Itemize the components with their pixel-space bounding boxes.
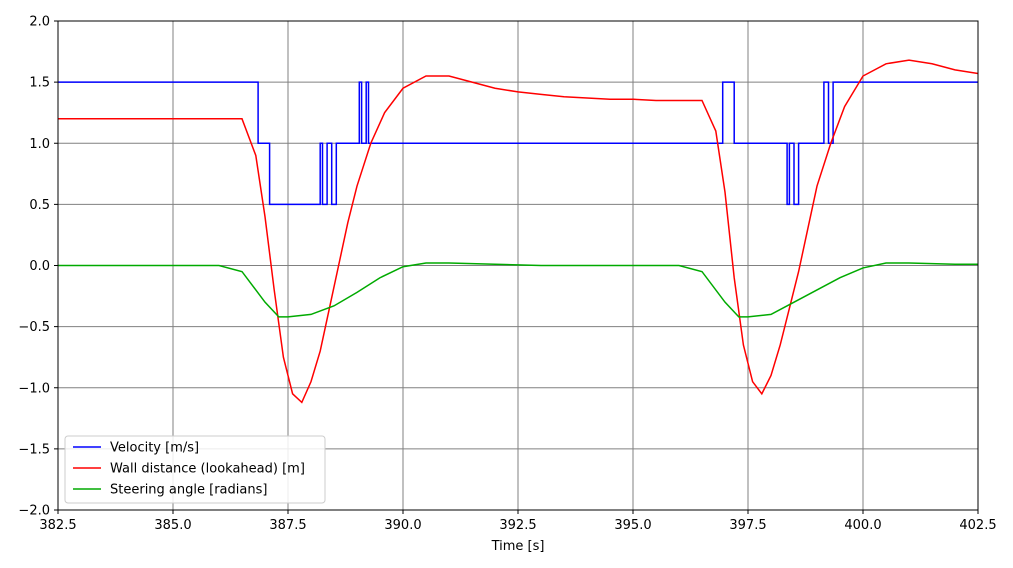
legend-label: Velocity [m/s] [110,441,199,456]
series-line-steering-angle-radians [58,262,978,318]
plot-area [58,59,978,404]
x-tick-label: 392.5 [499,518,536,533]
legend: Velocity [m/s] Wall distance (lookahead) … [64,435,326,504]
y-tick-label: 0.0 [29,259,50,274]
y-tick-label: 1.5 [29,76,50,91]
legend-box [64,435,326,504]
y-tick-label: 0.5 [29,198,50,213]
y-tick-label: 2.0 [29,15,50,30]
x-tick-label: 385.0 [154,518,191,533]
x-axis-label: Time [s] [491,539,545,554]
x-tick-label: 382.5 [39,518,76,533]
x-tick-label: 402.5 [959,518,996,533]
x-tick-label: 390.0 [384,518,421,533]
x-tick-label: 400.0 [844,518,881,533]
y-tick-label: −1.0 [18,381,50,396]
legend-label: Wall distance (lookahead) [m] [110,462,305,477]
y-tick-label: −2.0 [18,504,50,519]
axis-ticks: 382.5 385.0 387.5 390.0 392.5 395.0 397.5 400.0… [18,15,996,534]
series-line-wall-distance-lookahead-m [58,59,978,404]
y-tick-label: −0.5 [18,320,50,335]
x-tick-label: 387.5 [269,518,306,533]
x-tick-label: 397.5 [729,518,766,533]
legend-label: Steering angle [radians] [110,483,267,498]
y-tick-label: 1.0 [29,137,50,152]
y-tick-label: −1.5 [18,442,50,457]
x-tick-label: 395.0 [614,518,651,533]
series-line-velocity-m-s [58,81,978,206]
